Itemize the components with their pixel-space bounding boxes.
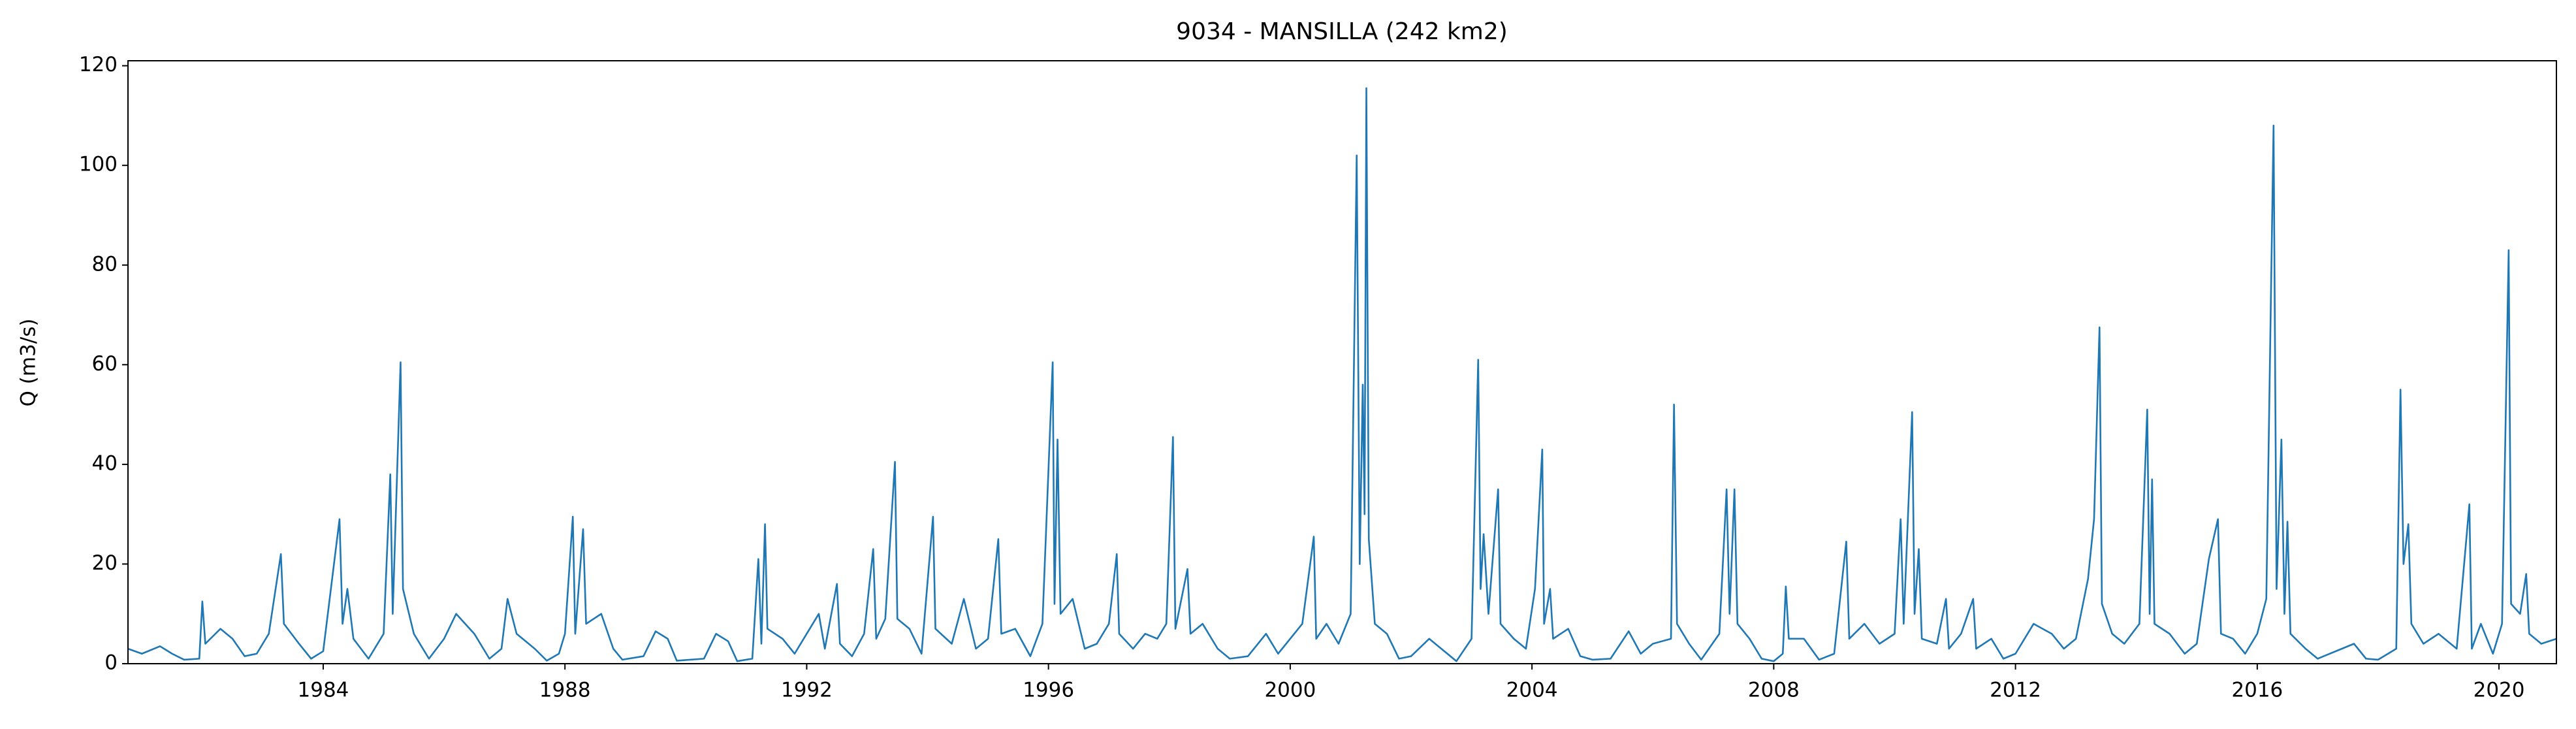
x-tick-label: 1996 (1023, 679, 1074, 702)
y-axis-label: Q (m3/s) (17, 319, 40, 407)
x-tick-label: 1984 (298, 679, 349, 702)
x-tick-label: 2000 (1264, 679, 1316, 702)
flow-line (127, 87, 2557, 662)
y-tick-label: 20 (92, 551, 118, 575)
x-tick-label: 2012 (1990, 679, 2041, 702)
x-tick-label: 2008 (1748, 679, 1800, 702)
y-tick-label: 60 (92, 352, 118, 376)
plot-frame (127, 60, 2557, 664)
chart-title: 9034 - MANSILLA (242 km2) (1176, 18, 1508, 45)
x-tick-label: 2004 (1506, 679, 1558, 702)
x-tick-label: 1992 (781, 679, 833, 702)
y-tick-label: 40 (92, 451, 118, 475)
y-tick-label: 100 (79, 153, 118, 176)
y-tick-label: 0 (104, 651, 118, 675)
x-tick-label: 1988 (539, 679, 591, 702)
y-tick-label: 120 (79, 53, 118, 76)
x-tick-label: 2020 (2473, 679, 2525, 702)
x-tick-label: 2016 (2231, 679, 2283, 702)
y-tick-label: 80 (92, 252, 118, 276)
